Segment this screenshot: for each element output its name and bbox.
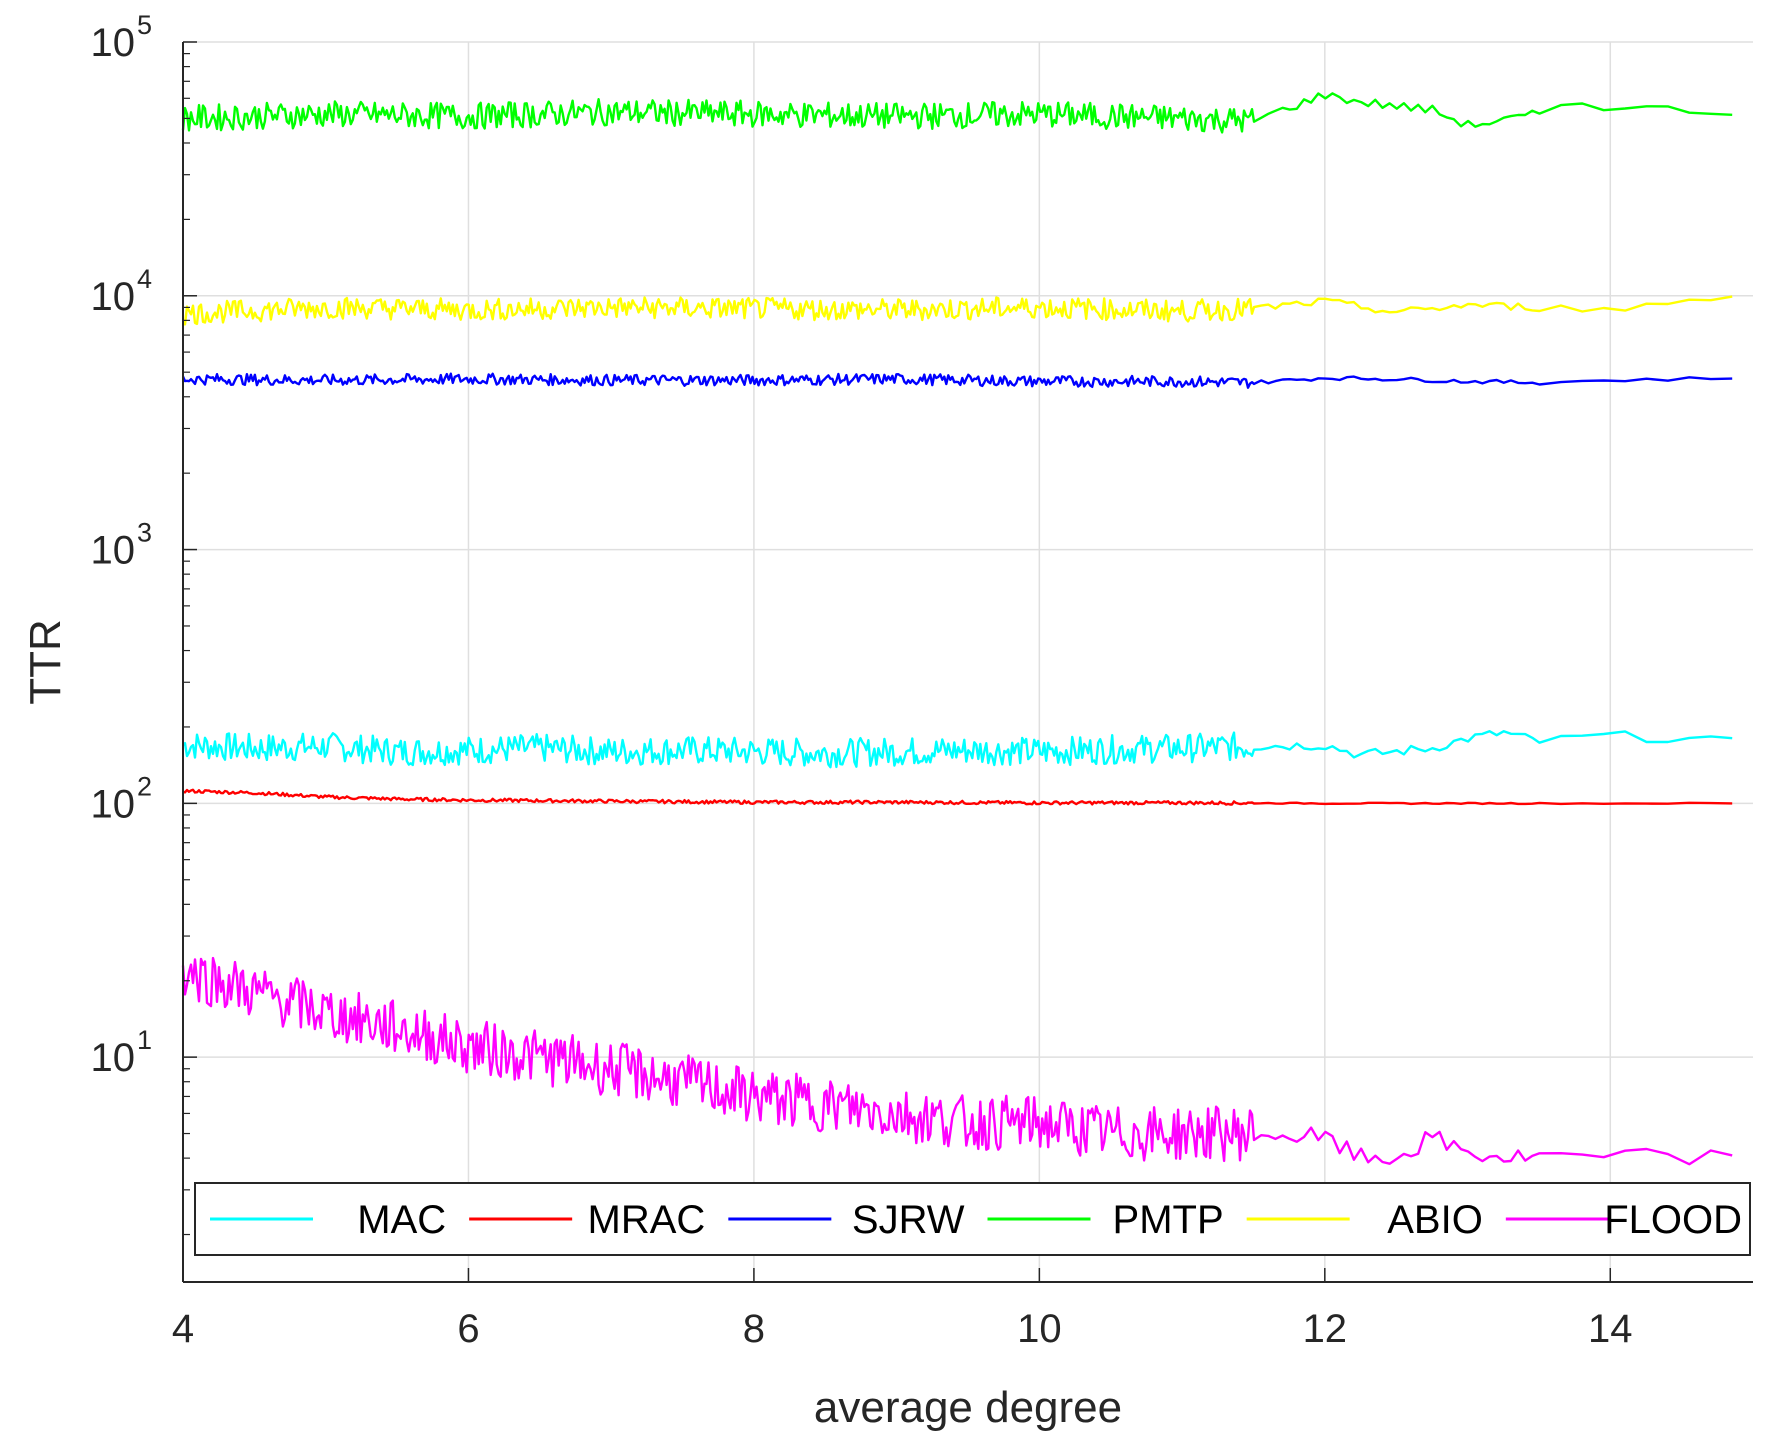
y-tick-label: 10 xyxy=(91,275,136,319)
legend: MAC MRAC SJRW PMTP ABIO FLOOD xyxy=(194,1182,1751,1256)
legend-label-abio: ABIO xyxy=(1387,1198,1483,1242)
x-axis-label: average degree xyxy=(814,1383,1122,1432)
x-tick-label: 14 xyxy=(1588,1307,1633,1351)
legend-label-mac: MAC xyxy=(357,1198,446,1242)
y-tick-label: 10 xyxy=(91,782,136,826)
series-line-pmtp xyxy=(181,92,1733,134)
y-tick-exponent: 5 xyxy=(137,10,152,40)
axes xyxy=(182,41,1753,1283)
y-tick-exponent: 3 xyxy=(137,518,152,548)
y-tick-exponent: 4 xyxy=(137,264,152,294)
series-line-flood xyxy=(181,956,1733,1166)
legend-label-sjrw: SJRW xyxy=(852,1198,965,1242)
y-tick-label: 10 xyxy=(91,529,136,573)
x-tick-label: 8 xyxy=(743,1307,765,1351)
legend-label-pmtp: PMTP xyxy=(1113,1198,1224,1242)
legend-label-mrac: MRAC xyxy=(588,1198,706,1242)
series-lines xyxy=(181,92,1733,1166)
y-tick-exponent: 1 xyxy=(137,1025,152,1055)
x-tick-label: 10 xyxy=(1017,1307,1062,1351)
y-tick-exponent: 2 xyxy=(137,771,152,801)
x-tick-label: 6 xyxy=(457,1307,479,1351)
series-line-sjrw xyxy=(181,372,1733,389)
series-line-abio xyxy=(181,295,1733,326)
legend-box xyxy=(194,1182,1751,1256)
x-tick-label: 4 xyxy=(172,1307,194,1351)
series-line-mac xyxy=(182,730,1733,769)
plot-background xyxy=(183,42,1753,1282)
x-tick-label: 12 xyxy=(1303,1307,1348,1351)
y-tick-label: 10 xyxy=(91,1036,136,1080)
grid-lines xyxy=(182,41,1753,1282)
y-axis-label: TTR xyxy=(21,619,70,705)
legend-label-flood: FLOOD xyxy=(1604,1198,1742,1242)
y-tick-label: 10 xyxy=(91,21,136,65)
series-line-mrac xyxy=(182,788,1733,806)
